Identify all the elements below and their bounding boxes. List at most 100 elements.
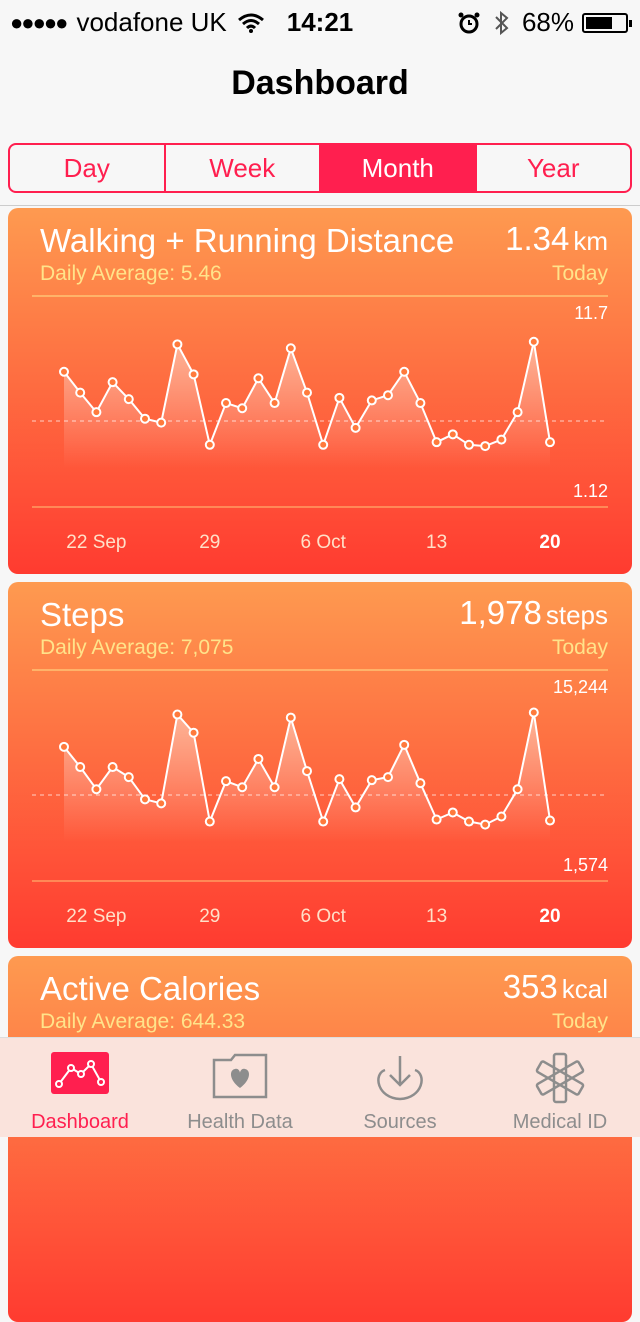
data-point [75,762,86,773]
data-point [318,816,329,827]
data-point [91,407,102,418]
medical-id-icon [535,1052,585,1104]
tab-label: Medical ID [512,1111,608,1133]
segment-week[interactable]: Week [163,145,320,191]
data-point [123,772,134,783]
x-tick-label: 20 [539,532,560,553]
carrier: ●●●●● vodafone UK [10,7,265,38]
x-tick-label: 6 Oct [300,906,346,927]
battery-percent: 68% [521,7,574,37]
data-point [366,775,377,786]
wifi-icon [237,13,264,33]
data-point [140,794,150,805]
data-point [415,778,426,789]
divider [0,205,640,206]
x-tick-label: 6 Oct [300,532,346,553]
data-point [107,762,118,773]
data-point [528,336,539,347]
data-point [447,429,458,440]
data-point [91,784,102,795]
signal-icon: ●●●●● [10,9,68,35]
bluetooth-icon [495,10,509,35]
distance-card[interactable]: Walking + Running Distance 1.34 km Daily … [8,208,632,574]
data-point [496,434,507,445]
data-point [59,366,69,377]
today-label: Today [551,1010,608,1033]
steps-chart: 15,244 1,574 22 Sep 29 6 Oct 13 20 [32,669,608,927]
data-point [123,394,134,405]
health-data-icon [212,1053,268,1099]
data-point [464,439,474,450]
steps-card[interactable]: Steps 1,978 steps Daily Average: 7,075 To… [8,582,632,948]
dashboard-icon [51,1052,109,1094]
value-unit: steps [545,600,608,630]
calories-card[interactable]: Active Calories 353 kcal Daily Average: 6… [8,956,632,1322]
tab-dashboard[interactable]: Dashboard [0,1038,160,1137]
data-point [140,413,150,424]
tab-label: Dashboard [31,1111,129,1133]
data-point [75,387,86,398]
x-tick-label: 29 [199,532,220,553]
data-point [156,417,167,428]
data-point [269,398,280,409]
value-number: 353 [502,968,558,1005]
data-point [221,776,231,787]
max-label: 15,244 [553,677,608,697]
status-bar: ●●●●● vodafone UK 14:21 68% [0,0,640,40]
tab-health-data[interactable]: Health Data [160,1038,320,1137]
tab-medical-id[interactable]: Medical ID [480,1038,640,1137]
card-title: Walking + Running Distance [40,222,455,259]
value-unit: kcal [561,974,608,1004]
data-point [59,741,69,752]
data-point [334,774,345,785]
data-point [172,709,183,720]
data-point [431,437,442,448]
min-label: 1.12 [573,481,608,501]
data-point [496,811,507,822]
period-segmented-control: Day Week Month Year [8,143,632,193]
data-point [350,802,361,813]
data-point [221,398,231,409]
data-point [107,377,118,388]
series-area [64,712,550,842]
data-point [399,739,410,750]
data-point [204,816,215,827]
data-point [415,398,426,409]
sources-icon [377,1056,423,1101]
tab-label: Sources [363,1111,437,1133]
data-point [350,422,361,433]
carrier-label: vodafone UK [76,7,227,37]
tab-sources[interactable]: Sources [320,1038,480,1137]
data-point [431,814,442,825]
data-point [334,392,345,403]
data-point [188,369,199,380]
status-right: 68% [458,7,632,38]
data-point [528,707,539,718]
x-tick-label: 22 Sep [66,906,126,927]
segment-day[interactable]: Day [63,152,110,183]
data-point [237,782,248,793]
min-label: 1,574 [563,855,608,875]
x-tick-label: 29 [199,906,220,927]
card-value: 1.34 km [505,220,608,258]
x-tick-label: 20 [539,906,560,927]
data-point [318,439,329,450]
x-tick-label: 13 [426,532,447,553]
daily-average: Daily Average: 644.33 [40,1010,246,1033]
max-label: 11.7 [574,303,608,323]
card-title: Active Calories [40,970,261,1007]
data-point [172,339,183,350]
today-label: Today [551,636,608,659]
data-point [269,782,280,793]
tab-bar: Dashboard Health Data Sources Medical ID [0,1037,640,1137]
tab-label: Health Data [187,1111,293,1133]
daily-average: Daily Average: 5.46 [40,262,222,285]
data-point [480,441,491,452]
data-point [383,390,393,401]
segment-month[interactable]: Month [319,145,475,191]
segment-year[interactable]: Year [474,145,631,191]
card-title: Steps [40,596,125,633]
data-point [285,343,296,354]
data-point [366,395,377,406]
data-point [399,366,410,377]
